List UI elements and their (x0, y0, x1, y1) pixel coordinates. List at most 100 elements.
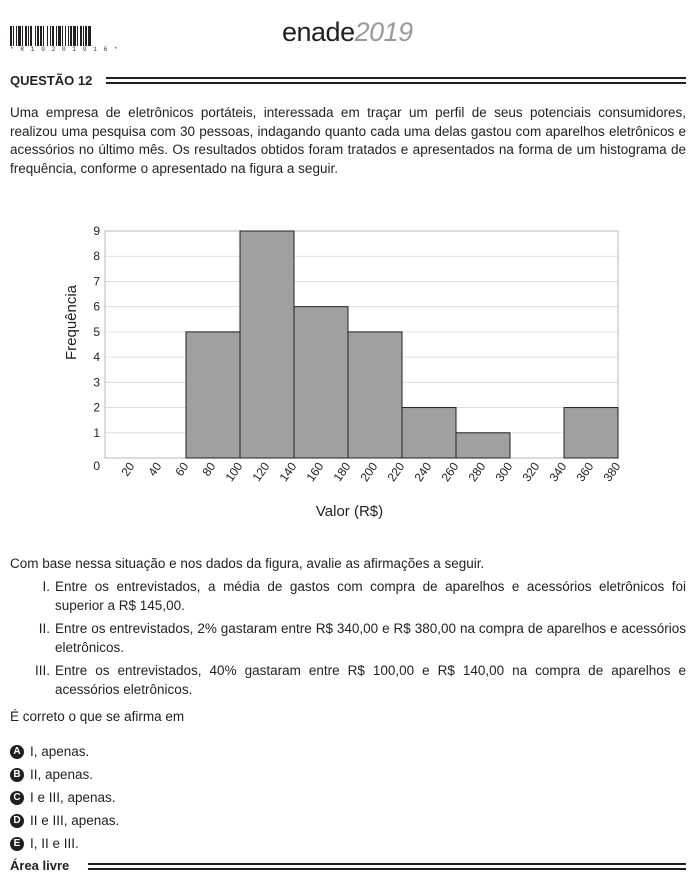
x-tick-label: 80 (199, 459, 218, 478)
answer-prompt: É correto o que se afirma em (10, 709, 185, 724)
statement-number: II. (38, 621, 50, 636)
x-tick-label: 360 (573, 459, 596, 484)
option-letter-icon: B (10, 767, 24, 782)
y-tick-label: 2 (93, 401, 100, 415)
barcode-bar (85, 26, 87, 46)
barcode-bar (35, 26, 36, 46)
statements-list: I. Entre os entrevistados, a média de gas… (10, 578, 686, 704)
statement-text: Entre os entrevistados, 40% gastaram ent… (55, 663, 686, 697)
header-rule (106, 82, 686, 84)
question-stem: Uma empresa de eletrônicos portáteis, in… (10, 105, 686, 176)
barcode-text: * R 1 0 2 0 1 9 1 6 * (10, 46, 120, 53)
x-tick-label: 20 (118, 459, 137, 478)
barcode-bar (68, 26, 69, 46)
barcode-bar (62, 26, 63, 46)
barcode-bar (28, 26, 29, 46)
option-e[interactable]: E I, II e III. (10, 832, 119, 855)
question-label: QUESTÃO 12 (10, 73, 97, 88)
statement-number: I. (42, 579, 50, 594)
y-tick-label: 5 (93, 325, 100, 339)
option-text: II e III, apenas. (30, 813, 120, 828)
histogram-bar (455, 432, 511, 459)
histogram-bar (293, 306, 349, 459)
x-tick-label: 320 (519, 459, 542, 484)
histogram-bar (401, 407, 457, 459)
barcode-bar (58, 26, 61, 46)
free-area-rule (88, 863, 686, 865)
instruction-text: Com base nessa situação e nos dados da f… (10, 556, 485, 571)
histogram-bar (185, 331, 241, 459)
histogram-bar (563, 407, 619, 459)
option-letter-icon: D (10, 813, 24, 828)
barcode-bar (73, 26, 76, 46)
brand-main: enade (282, 17, 355, 47)
x-tick-label: 160 (303, 459, 326, 484)
barcode-bar (47, 26, 48, 46)
free-area-header: Área livre (10, 858, 686, 874)
x-tick-label: 380 (600, 459, 623, 484)
histogram-bar (347, 331, 403, 459)
option-a[interactable]: A I, apenas. (10, 740, 119, 763)
answer-options: A I, apenas. B II, apenas. C I e III, apena… (10, 740, 119, 855)
barcode-bar (70, 26, 72, 46)
barcode-bar (88, 26, 91, 46)
statement-item: III. Entre os entrevistados, 40% gastaram… (10, 662, 686, 699)
option-text: II, apenas. (30, 767, 94, 782)
barcode-bar (56, 26, 57, 46)
option-d[interactable]: D II e III, apenas. (10, 809, 119, 832)
x-tick-label: 100 (222, 459, 245, 484)
barcode-bar (25, 26, 27, 46)
y-tick-label: 1 (93, 426, 100, 440)
x-tick-label: 300 (492, 459, 515, 484)
x-axis-label: Valor (R$) (316, 503, 383, 520)
statement-item: I. Entre os entrevistados, a média de gas… (10, 578, 686, 615)
barcode-bar (18, 26, 21, 46)
option-c[interactable]: C I e III, apenas. (10, 786, 119, 809)
x-tick-label: 40 (145, 459, 164, 478)
question-header: QUESTÃO 12 (10, 73, 686, 89)
barcode-bar (30, 26, 32, 46)
x-tick-label: 340 (546, 459, 569, 484)
x-tick-label: 220 (384, 459, 407, 484)
x-tick-label: 280 (465, 459, 488, 484)
barcode-bar (40, 26, 42, 46)
option-text: I, II e III. (30, 836, 79, 851)
barcode-bar (77, 26, 78, 46)
barcode-bar (22, 26, 23, 46)
option-text: I e III, apenas. (30, 790, 116, 805)
barcode-bar (65, 26, 66, 46)
y-tick-label: 4 (93, 350, 100, 364)
y-tick-label: 0 (93, 459, 100, 473)
statement-text: Entre os entrevistados, 2% gastaram entr… (55, 621, 686, 655)
header-rule (106, 77, 686, 79)
x-tick-label: 200 (357, 459, 380, 484)
x-tick-label: 140 (276, 459, 299, 484)
barcode-bar (10, 26, 12, 46)
option-text: I, apenas. (30, 744, 90, 759)
barcode-bar (16, 26, 17, 46)
enade-logo: enade2019 (282, 17, 413, 48)
barcode-bar (52, 26, 54, 46)
option-b[interactable]: B II, apenas. (10, 763, 119, 786)
x-tick-label: 260 (438, 459, 461, 484)
option-letter-icon: E (10, 836, 24, 851)
statement-item: II. Entre os entrevistados, 2% gastaram e… (10, 620, 686, 657)
x-tick-label: 180 (330, 459, 353, 484)
y-axis-label: Frequência (63, 284, 80, 360)
y-tick-label: 9 (93, 224, 100, 238)
histogram-bar (239, 230, 295, 459)
x-tick-label: 120 (249, 459, 272, 484)
page-header: * R 1 0 2 0 1 9 1 6 * enade2019 (0, 0, 696, 60)
barcode-bar (80, 26, 82, 46)
free-area-label: Área livre (10, 858, 74, 873)
x-tick-label: 240 (411, 459, 434, 484)
barcode-bar (83, 26, 84, 46)
barcode-bar (37, 26, 39, 46)
barcode-bar (43, 26, 44, 46)
y-tick-label: 7 (93, 274, 100, 288)
barcode-bar (13, 26, 14, 46)
statement-text: Entre os entrevistados, a média de gasto… (55, 579, 686, 613)
statement-number: III. (34, 663, 50, 678)
free-area-rule (88, 868, 686, 870)
